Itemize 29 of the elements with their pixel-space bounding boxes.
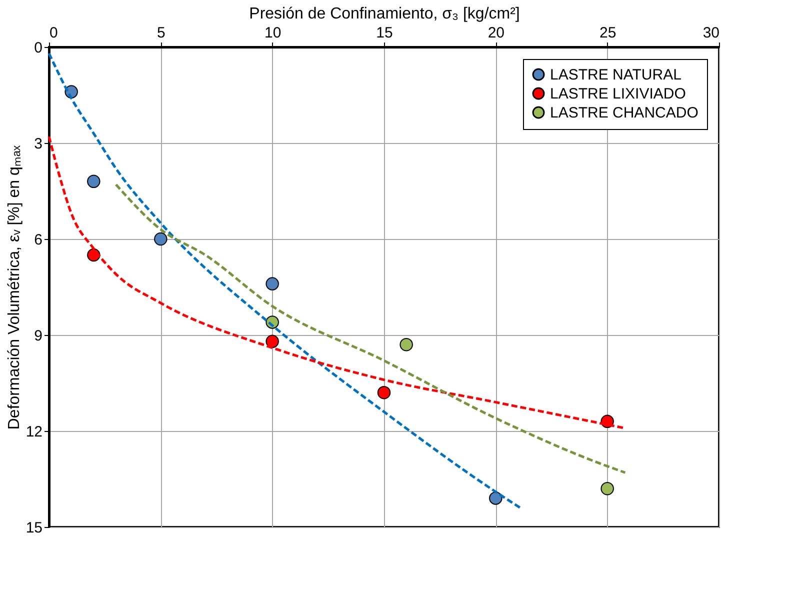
y-axis-title: Deformación Volumétrica, εᵥ [%] en qₘₐₓ: [6, 144, 23, 430]
y-tick-label: 9: [34, 328, 42, 344]
point: [600, 482, 614, 496]
point: [266, 277, 279, 290]
x-axis-title: Presión de Confinamiento, σ₃ [kg/cm²]: [249, 6, 520, 22]
point: [87, 174, 100, 188]
y-tick-label: 6: [34, 232, 42, 248]
x-tick-label: 5: [156, 24, 166, 42]
point: [400, 338, 413, 352]
legend-label: LASTRE NATURAL: [550, 66, 682, 84]
x-tick-label: 15: [376, 24, 393, 42]
y-tick-label: 15: [26, 520, 42, 536]
point: [377, 386, 391, 400]
x-tick-label: 20: [488, 24, 505, 42]
y-tick-label: 0: [34, 40, 42, 56]
line-series: [48, 135, 624, 430]
point: [154, 232, 168, 246]
x-tick-label: 0: [50, 24, 58, 42]
y-tick-label: 3: [34, 136, 42, 152]
point: [266, 334, 279, 348]
x-tick-label: 30: [702, 24, 720, 42]
point: [489, 492, 502, 505]
y-tick-label: 12: [26, 424, 42, 440]
x-tick-label: 10: [264, 24, 282, 42]
x-tick-label: 25: [599, 24, 616, 42]
legend-label: LASTRE LIXIVIADO: [550, 86, 686, 102]
line-series: [114, 183, 626, 474]
line-series: [48, 52, 522, 510]
legend-label: LASTRE CHANCADO: [550, 104, 698, 122]
